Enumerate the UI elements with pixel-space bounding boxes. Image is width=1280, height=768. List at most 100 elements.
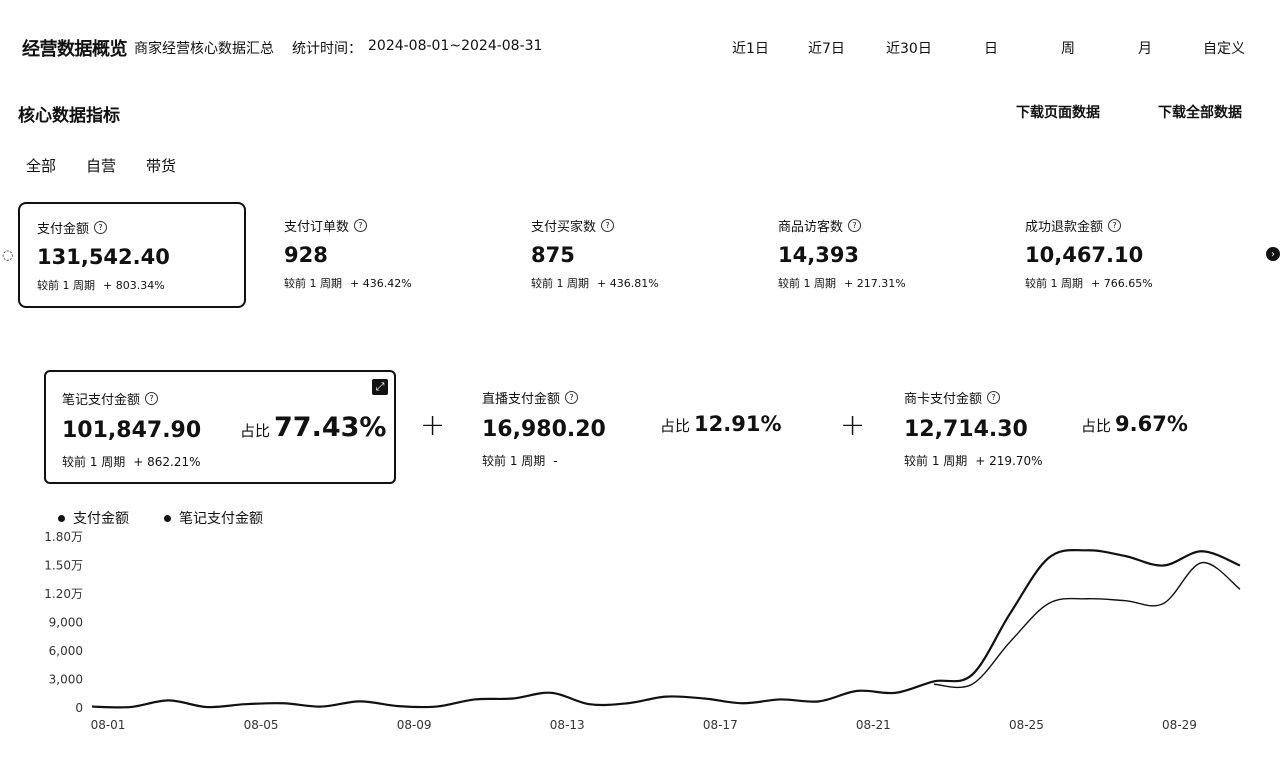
metric-card-pay-buyers[interactable]: 支付买家数? 875 较前 1 周期 + 436.81% bbox=[513, 202, 741, 308]
breakdown-card-product-card[interactable]: 商卡支付金额? 12,714.30 较前 1 周期 + 219.70% bbox=[886, 370, 1238, 484]
share-label: 占比 bbox=[240, 422, 271, 440]
legend-dot-icon bbox=[58, 514, 65, 522]
x-tick-label: 08-25 bbox=[1009, 718, 1044, 732]
compare-change: + 436.81% bbox=[597, 277, 659, 290]
help-icon[interactable]: ? bbox=[145, 392, 159, 405]
y-tick-label: 6,000 bbox=[49, 644, 83, 658]
help-icon[interactable]: ? bbox=[565, 391, 579, 404]
range-30d-button[interactable]: 近30日 bbox=[886, 41, 932, 57]
metric-value: 131,542.40 bbox=[37, 245, 170, 269]
legend-label: 笔记支付金额 bbox=[179, 511, 263, 527]
compare-label: 较前 1 周期 bbox=[284, 277, 342, 290]
legend-dot-icon bbox=[164, 514, 171, 522]
share-label: 占比 bbox=[1081, 417, 1112, 435]
x-tick-label: 08-17 bbox=[703, 718, 738, 732]
help-icon[interactable]: ? bbox=[94, 221, 108, 234]
metric-value: 875 bbox=[531, 243, 575, 267]
compare-change: + 803.34% bbox=[103, 279, 165, 292]
compare-label: 较前 1 周期 bbox=[778, 277, 836, 290]
x-tick-label: 08-05 bbox=[244, 718, 279, 732]
y-tick-label: 0 bbox=[75, 701, 83, 715]
plus-operator: + bbox=[420, 408, 446, 443]
trend-chart[interactable]: 0 3,000 6,000 9,000 1.20万 1.50万 1.80万 08-01 08-… bbox=[0, 525, 1280, 735]
share-value: 9.67% bbox=[1115, 412, 1188, 436]
metric-label: 支付订单数 bbox=[284, 220, 350, 235]
help-icon[interactable]: ? bbox=[987, 391, 1001, 404]
metric-label: 成功退款金额 bbox=[1025, 220, 1104, 235]
breakdown-card-live[interactable]: 直播支付金额? 16,980.20 较前 1 周期 - bbox=[464, 370, 816, 484]
share-label: 占比 bbox=[660, 417, 691, 435]
compare-change: + 436.42% bbox=[350, 277, 412, 290]
compare-change: + 766.65% bbox=[1091, 277, 1153, 290]
metric-label: 支付买家数 bbox=[531, 220, 597, 235]
compare-label: 较前 1 周期 bbox=[482, 454, 546, 468]
breakdown-value: 16,980.20 bbox=[482, 417, 606, 442]
page-subtitle: 商家经营核心数据汇总 bbox=[134, 41, 274, 57]
metric-value: 10,467.10 bbox=[1025, 243, 1144, 267]
y-tick-label: 1.50万 bbox=[44, 559, 83, 573]
download-all-button[interactable]: 下载全部数据 bbox=[1158, 105, 1242, 121]
help-icon[interactable]: ? bbox=[354, 219, 368, 232]
stat-time-range: 2024-08-01~2024-08-31 bbox=[368, 38, 543, 54]
range-7d-button[interactable]: 近7日 bbox=[808, 41, 845, 57]
metric-card-refund[interactable]: 成功退款金额? 10,467.10 较前 1 周期 + 766.65% bbox=[1007, 202, 1235, 308]
y-tick-label: 9,000 bbox=[49, 616, 83, 630]
compare-label: 较前 1 周期 bbox=[904, 454, 968, 468]
y-tick-label: 3,000 bbox=[49, 673, 83, 687]
compare-label: 较前 1 周期 bbox=[62, 455, 126, 469]
breakdown-value: 101,847.90 bbox=[62, 418, 202, 443]
help-icon[interactable]: ? bbox=[848, 219, 862, 232]
help-icon[interactable]: ? bbox=[601, 219, 615, 232]
compare-label: 较前 1 周期 bbox=[531, 277, 589, 290]
legend-label: 支付金额 bbox=[73, 511, 129, 527]
x-tick-label: 08-01 bbox=[91, 718, 126, 732]
series-line-note-pay-amount bbox=[933, 561, 1241, 689]
compare-change: - bbox=[553, 454, 558, 468]
compare-label: 较前 1 周期 bbox=[37, 279, 95, 292]
breakdown-card-note[interactable]: 笔记支付金额? 101,847.90 较前 1 周期 + 862.21% bbox=[44, 370, 396, 484]
y-tick-label: 1.20万 bbox=[44, 587, 83, 601]
range-1d-button[interactable]: 近1日 bbox=[732, 41, 769, 57]
metric-card-pay-orders[interactable]: 支付订单数? 928 较前 1 周期 + 436.42% bbox=[266, 202, 494, 308]
compare-change: + 217.31% bbox=[844, 277, 906, 290]
expand-icon[interactable]: ⤢ bbox=[372, 379, 388, 395]
breakdown-label: 商卡支付金额 bbox=[904, 392, 983, 407]
x-tick-label: 08-09 bbox=[397, 718, 432, 732]
x-tick-label: 08-29 bbox=[1162, 718, 1197, 732]
legend-item-pay-amount[interactable]: 支付金额 bbox=[58, 508, 129, 528]
x-tick-label: 08-13 bbox=[550, 718, 585, 732]
compare-label: 较前 1 周期 bbox=[1025, 277, 1083, 290]
range-month-button[interactable]: 月 bbox=[1138, 41, 1152, 57]
metric-value: 14,393 bbox=[778, 243, 860, 267]
share-value: 12.91% bbox=[694, 412, 782, 436]
compare-change: + 219.70% bbox=[975, 454, 1043, 468]
breakdown-label: 笔记支付金额 bbox=[62, 393, 141, 408]
y-tick-label: 1.80万 bbox=[44, 530, 83, 544]
carousel-next-icon[interactable]: › bbox=[1266, 247, 1280, 261]
range-week-button[interactable]: 周 bbox=[1061, 41, 1075, 57]
metric-card-pay-amount[interactable]: 支付金额? 131,542.40 较前 1 周期 + 803.34% bbox=[18, 202, 246, 308]
range-custom-button[interactable]: 自定义 bbox=[1203, 41, 1245, 57]
share-value: 77.43% bbox=[274, 412, 387, 443]
series-line-pay-amount bbox=[91, 548, 1241, 709]
breakdown-share-live: 占比 12.91% bbox=[660, 412, 781, 436]
metric-card-visitors[interactable]: 商品访客数? 14,393 较前 1 周期 + 217.31% bbox=[760, 202, 988, 308]
filter-all-tab[interactable]: 全部 bbox=[26, 157, 57, 175]
filter-self-tab[interactable]: 自营 bbox=[86, 157, 117, 175]
download-page-button[interactable]: 下载页面数据 bbox=[1016, 105, 1100, 121]
help-icon[interactable]: ? bbox=[1108, 219, 1122, 232]
breakdown-value: 12,714.30 bbox=[904, 417, 1028, 442]
legend-item-note-pay-amount[interactable]: 笔记支付金额 bbox=[164, 508, 263, 528]
plus-operator: + bbox=[840, 408, 866, 443]
carousel-prev-icon[interactable]: ◌ bbox=[2, 248, 14, 263]
compare-change: + 862.21% bbox=[133, 455, 201, 469]
filter-promo-tab[interactable]: 带货 bbox=[146, 157, 177, 175]
range-day-button[interactable]: 日 bbox=[984, 41, 998, 57]
metric-value: 928 bbox=[284, 243, 328, 267]
section-title: 核心数据指标 bbox=[18, 106, 120, 126]
metric-label: 商品访客数 bbox=[778, 220, 844, 235]
metric-label: 支付金额 bbox=[37, 222, 90, 237]
stat-time-label: 统计时间： bbox=[292, 41, 362, 57]
breakdown-share-note: 占比 77.43% bbox=[240, 412, 386, 443]
x-tick-label: 08-21 bbox=[856, 718, 891, 732]
